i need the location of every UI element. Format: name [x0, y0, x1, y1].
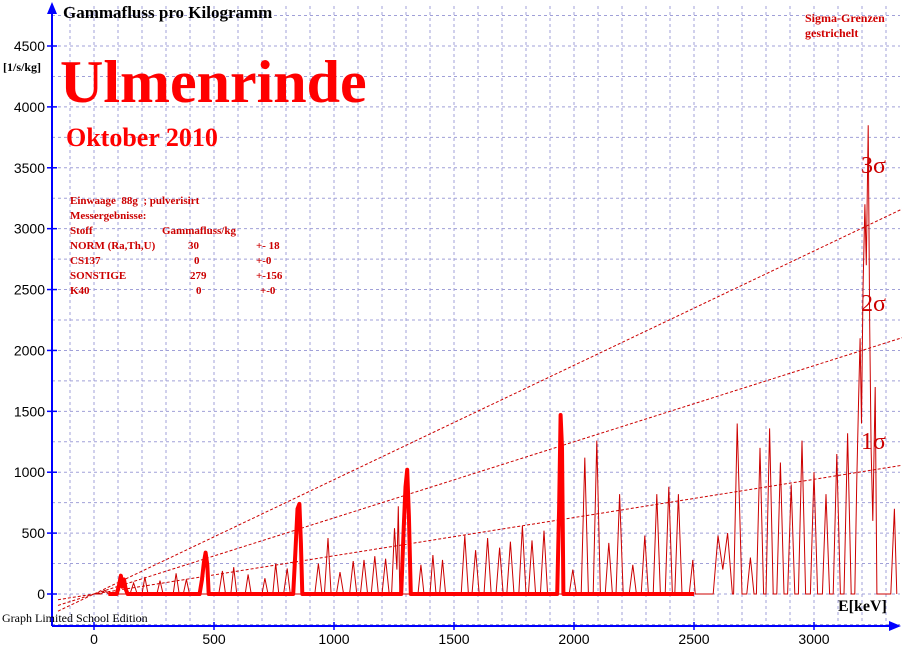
y-tick-label: 4000	[14, 99, 45, 115]
info-row-value: 0	[196, 285, 202, 297]
sigma-note-line1: Sigma-Grenzen	[805, 11, 885, 25]
x-tick-label: 0	[90, 631, 98, 647]
info-row-name: K40	[70, 285, 90, 297]
grid-lines	[52, 6, 900, 626]
sigma-note-line2: gestrichelt	[805, 26, 859, 40]
sigma-lines	[57, 208, 902, 612]
software-footer: Graph Limited School Edition	[2, 611, 148, 625]
x-tick-label: 3000	[798, 631, 829, 647]
measurement-date: Oktober 2010	[66, 123, 218, 152]
x-tick-label: 2000	[558, 631, 589, 647]
sigma-label-3: 3σ	[861, 153, 886, 179]
info-row-err: +- 18	[256, 240, 280, 252]
spectrum-thick-series	[108, 413, 694, 596]
info-row-name: NORM (Ra,Th,U)	[70, 240, 156, 252]
info-weight: Einwaage 88g ; pulverisirt	[70, 195, 200, 207]
y-tick-label: 0	[37, 586, 45, 602]
x-tick-label: 500	[202, 631, 226, 647]
y-tick-label: 1000	[14, 464, 45, 480]
y-tick-label: 2000	[14, 342, 45, 358]
info-row-name: SONSTIGE	[70, 270, 127, 282]
x-axis-arrow	[889, 621, 901, 631]
info-row-value: 279	[190, 270, 207, 282]
info-results-heading: Messergebnisse:	[70, 210, 147, 222]
y-axis-arrow	[47, 2, 57, 14]
sigma-label-1: 1σ	[861, 429, 886, 455]
info-row-name: CS137	[70, 255, 101, 267]
spectrum-series	[94, 125, 898, 596]
y-tick-label: 3000	[14, 221, 45, 237]
sample-name: Ulmenrinde	[60, 49, 367, 115]
info-col-stoff: Stoff	[70, 225, 93, 237]
x-axis-label: E[keV]	[838, 598, 887, 615]
sigma-line	[57, 208, 902, 612]
y-axis-unit: [1/s/kg]	[3, 60, 42, 74]
info-col-flux: Gammafluss/kg	[162, 225, 236, 237]
y-tick-label: 3500	[14, 160, 45, 176]
y-tick-label: 2500	[14, 282, 45, 298]
y-tick-label: 500	[22, 525, 46, 541]
info-row-err: +-156	[256, 270, 283, 282]
axes	[47, 2, 901, 631]
sigma-line	[57, 337, 902, 606]
x-tick-label: 1000	[318, 631, 349, 647]
info-row-value: 30	[188, 240, 199, 252]
x-tick-label: 1500	[438, 631, 469, 647]
y-tick-label: 4500	[14, 38, 45, 54]
sigma-line	[57, 464, 902, 601]
info-row-err: +-0	[256, 255, 272, 267]
info-row-value: 0	[194, 255, 200, 267]
chart-title: Gammafluss pro Kilogramm	[63, 3, 273, 22]
sigma-label-2: 2σ	[861, 291, 886, 317]
info-row-err: +-0	[260, 285, 276, 297]
y-tick-label: 1500	[14, 403, 45, 419]
x-tick-label: 2500	[678, 631, 709, 647]
